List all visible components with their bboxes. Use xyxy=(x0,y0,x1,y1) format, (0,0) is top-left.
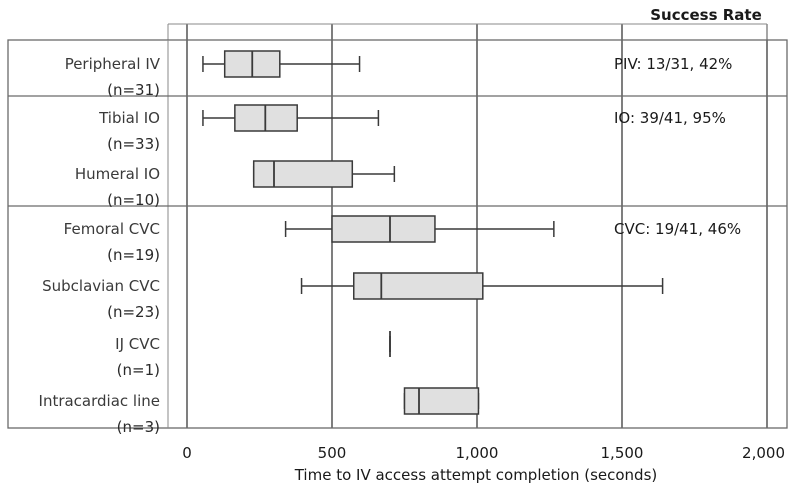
sample-size-peripheral-iv: (n=31) xyxy=(107,81,160,99)
category-label-intracardiac-line: Intracardiac line xyxy=(39,392,160,410)
box-iqr xyxy=(353,272,484,300)
sample-size-tibial-io: (n=33) xyxy=(107,135,160,153)
x-tick-label-2: 1,000 xyxy=(456,444,499,462)
category-label-humeral-io: Humeral IO xyxy=(75,165,160,183)
boxes-layer xyxy=(202,50,664,415)
category-label-tibial-io: Tibial IO xyxy=(98,109,160,127)
success-rate-header: Success Rate xyxy=(650,6,762,24)
box-iqr xyxy=(252,160,354,188)
category-label-femoral-cvc: Femoral CVC xyxy=(64,220,160,238)
success-rate-group-0: PIV: 13/31, 42% xyxy=(614,55,732,73)
x-tick-label-4: 2,000 xyxy=(742,444,785,462)
sample-size-humeral-io: (n=10) xyxy=(107,191,160,209)
success-rate-group-1: IO: 39/41, 95% xyxy=(614,109,726,127)
success-rate-group-2: CVC: 19/41, 46% xyxy=(614,220,741,238)
success-rate-labels-layer: PIV: 13/31, 42% IO: 39/41, 95% CVC: 19/41,… xyxy=(614,55,741,238)
box-humeral-io xyxy=(252,160,396,188)
sample-size-intracardiac-line: (n=3) xyxy=(117,418,160,436)
sample-size-subclavian-cvc: (n=23) xyxy=(107,303,160,321)
sample-size-ij-cvc: (n=1) xyxy=(117,361,160,379)
category-label-peripheral-iv: Peripheral IV xyxy=(65,55,161,73)
box-tibial-io xyxy=(202,104,380,132)
box-iqr xyxy=(331,215,436,243)
category-labels-layer: Peripheral IV (n=31) Tibial IO (n=33) Humera… xyxy=(39,55,161,436)
frame-layer xyxy=(7,23,788,429)
box-intracardiac-line xyxy=(403,387,480,415)
category-label-ij-cvc: IJ CVC xyxy=(115,335,160,353)
box-femoral-cvc xyxy=(284,215,555,243)
x-axis-label: Time to IV access attempt completion (se… xyxy=(294,466,658,484)
box-iqr xyxy=(403,387,480,415)
x-tick-label-3: 1,500 xyxy=(601,444,644,462)
sample-size-femoral-cvc: (n=19) xyxy=(107,246,160,264)
category-label-subclavian-cvc: Subclavian CVC xyxy=(42,277,160,295)
box-peripheral-iv xyxy=(202,50,361,78)
grid-layer xyxy=(186,24,768,428)
x-tick-labels-layer: 0 500 1,000 1,500 2,000 xyxy=(182,444,785,462)
x-tick-label-0: 0 xyxy=(182,444,192,462)
x-tick-label-1: 500 xyxy=(318,444,347,462)
plot-frame xyxy=(7,39,788,429)
box-subclavian-cvc xyxy=(300,272,664,300)
